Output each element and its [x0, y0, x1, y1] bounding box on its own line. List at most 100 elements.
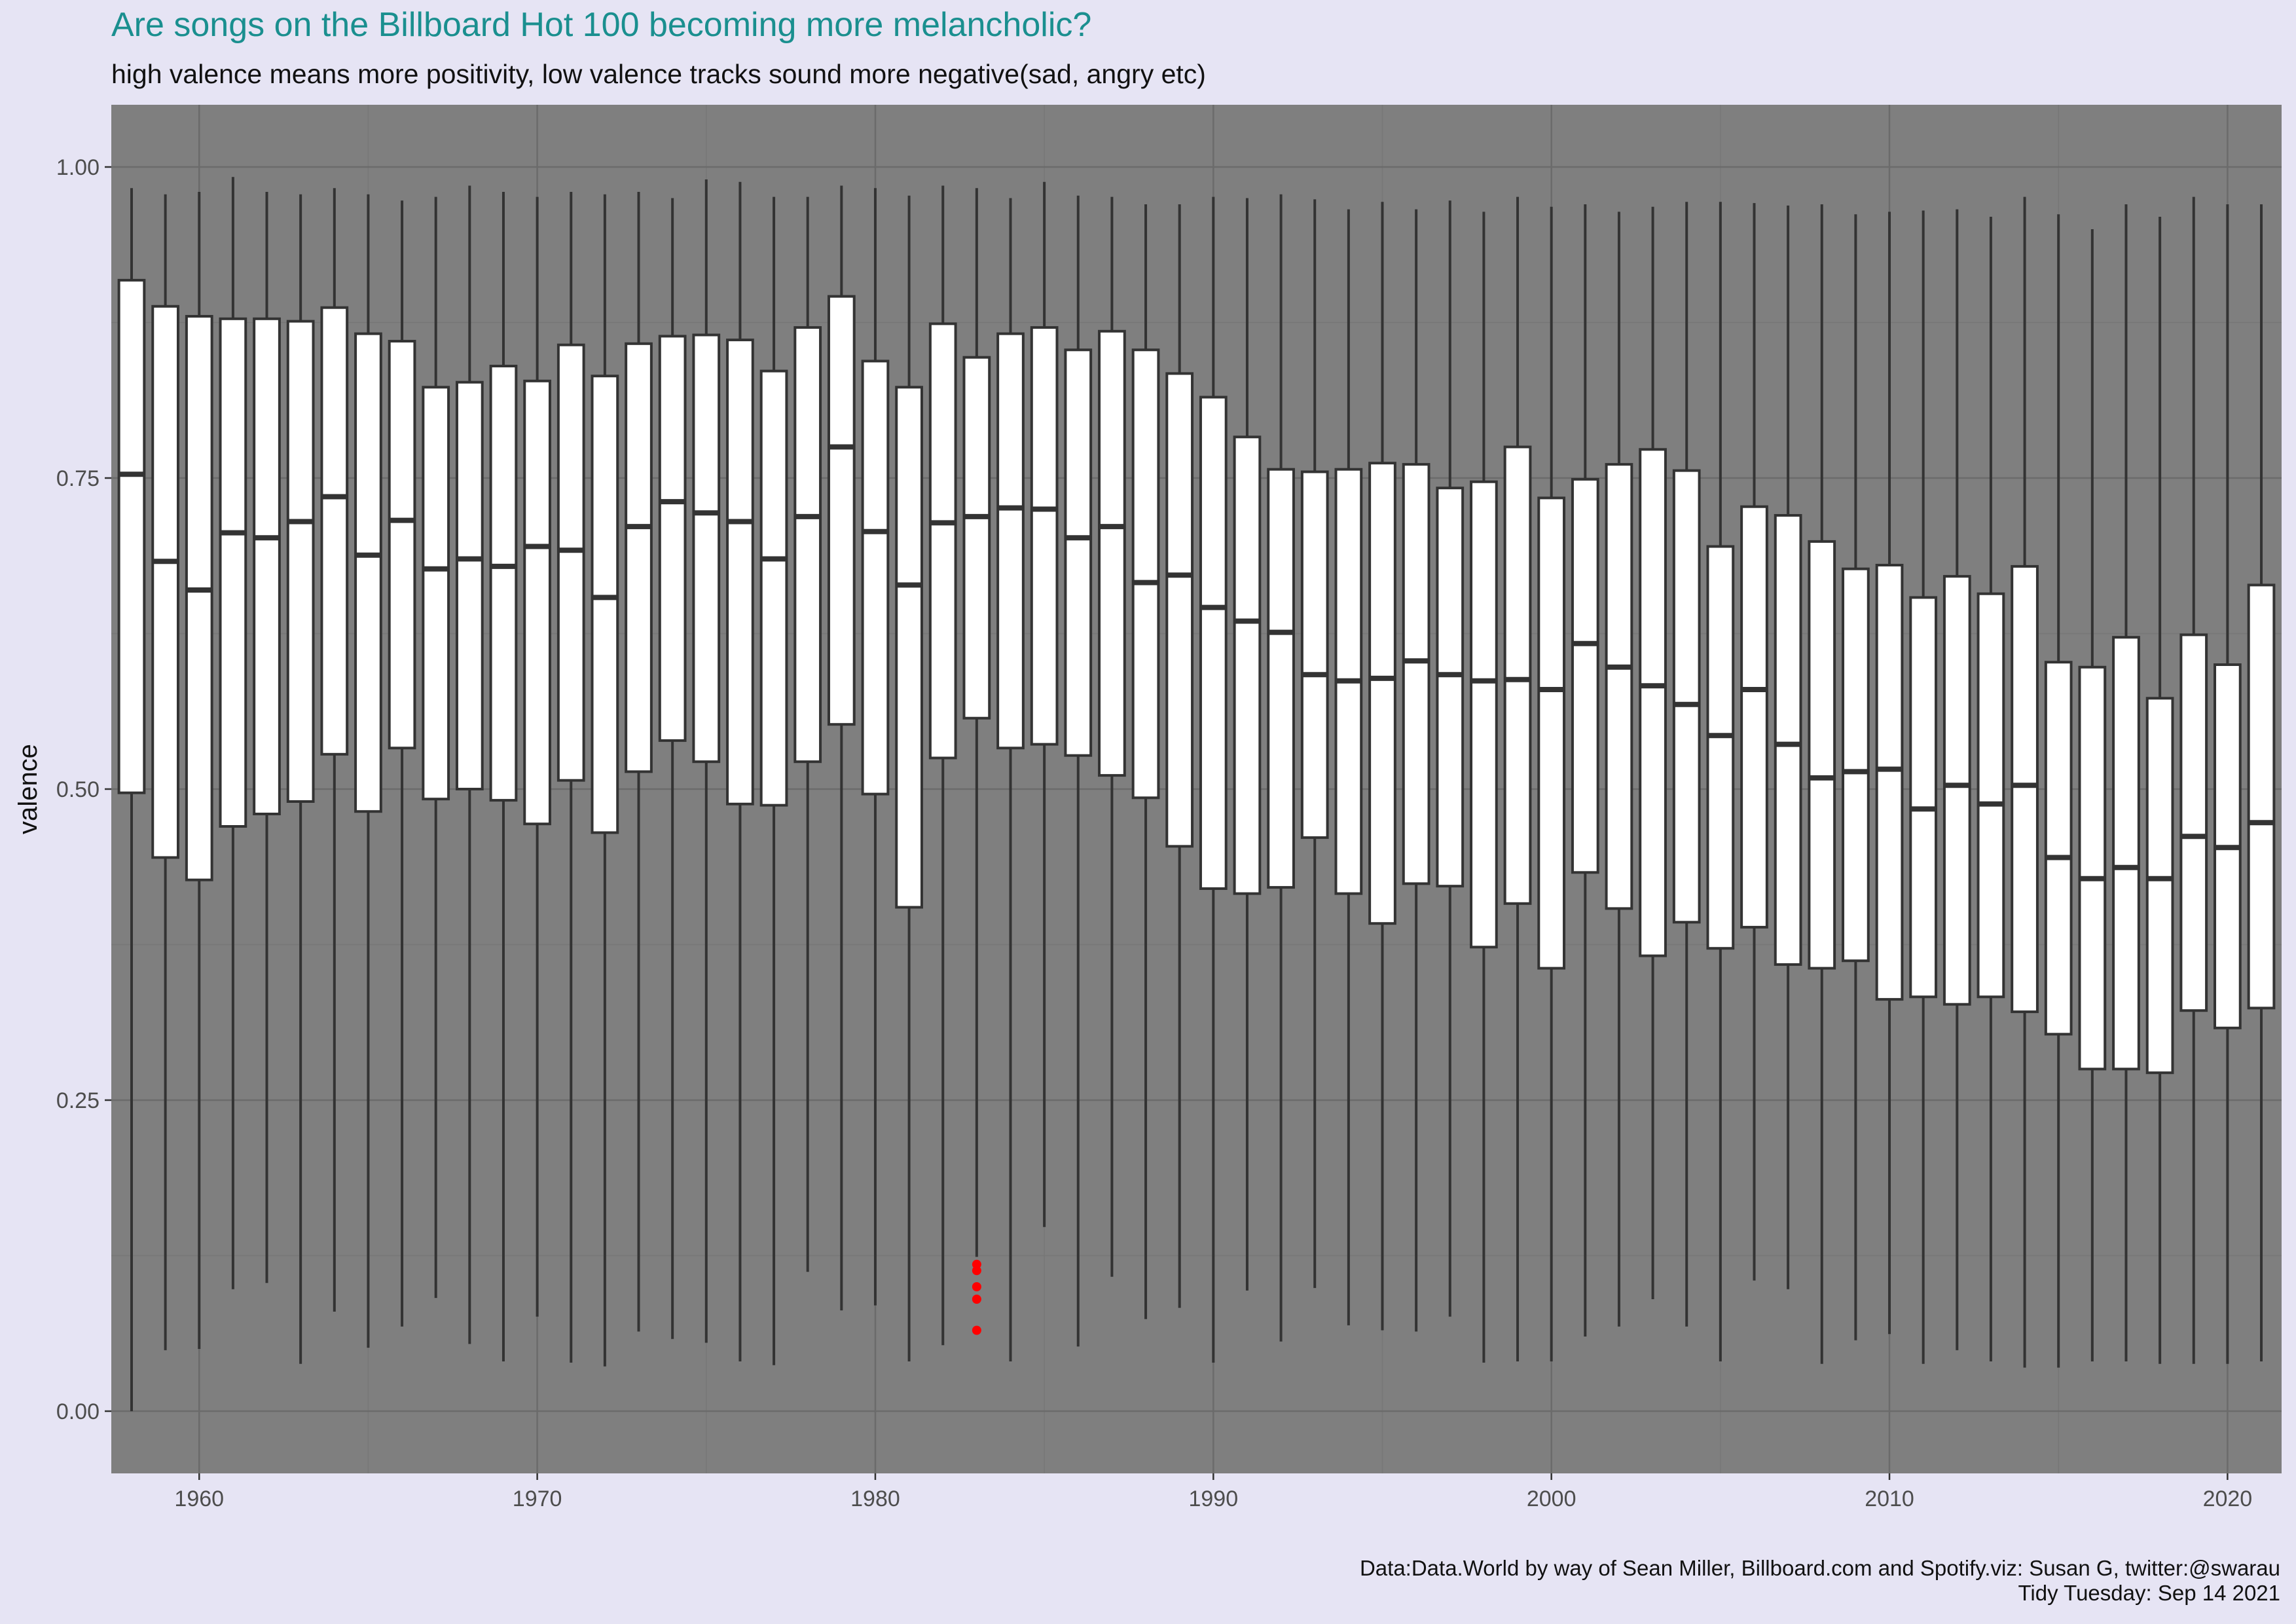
- boxes-layer: [117, 177, 2276, 1411]
- box-iqr: [151, 304, 179, 859]
- box-1978: [793, 196, 822, 1272]
- box-iqr: [253, 317, 281, 815]
- box-1999: [1503, 196, 1532, 1361]
- y-tick-label: 0.00: [56, 1399, 100, 1424]
- box-1988: [1131, 204, 1160, 1320]
- box-1981: [895, 195, 923, 1361]
- box-iqr: [928, 322, 957, 760]
- box-2006: [1740, 203, 1768, 1281]
- box-iqr: [1909, 596, 1938, 999]
- box-iqr: [1706, 545, 1735, 950]
- box-2005: [1706, 202, 1735, 1361]
- box-2012: [1942, 209, 1971, 1350]
- box-iqr: [591, 375, 619, 834]
- box-iqr: [996, 332, 1025, 750]
- box-2021: [2247, 204, 2276, 1361]
- box-iqr: [1131, 348, 1160, 800]
- x-tick-label: 1970: [513, 1486, 562, 1511]
- box-1970: [523, 196, 551, 1317]
- box-2015: [2044, 214, 2073, 1368]
- box-iqr: [827, 295, 856, 726]
- x-tick-label: 2010: [1865, 1486, 1914, 1511]
- box-1979: [827, 185, 856, 1311]
- box-1992: [1267, 194, 1295, 1342]
- outlier-point: [972, 1282, 981, 1291]
- box-2000: [1537, 206, 1566, 1361]
- box-iqr: [1774, 514, 1802, 966]
- box-1968: [455, 185, 484, 1344]
- box-iqr: [1436, 487, 1465, 888]
- y-tick-label: 0.75: [56, 466, 100, 491]
- y-tick-label: 0.25: [56, 1088, 100, 1113]
- x-tick-label: 1960: [174, 1486, 224, 1511]
- box-iqr: [2078, 665, 2107, 1071]
- box-iqr: [489, 365, 518, 802]
- box-2016: [2078, 229, 2107, 1361]
- y-axis: 0.00 0.25 0.50 0.75 1.00: [56, 155, 111, 1424]
- box-iqr: [962, 356, 991, 720]
- box-iqr: [556, 343, 585, 782]
- box-iqr: [861, 360, 890, 796]
- box-iqr: [2044, 661, 2073, 1036]
- x-tick-label: 1980: [850, 1486, 900, 1511]
- box-1961: [219, 177, 247, 1289]
- box-iqr: [523, 379, 551, 826]
- y-tick-label: 0.50: [56, 777, 100, 802]
- box-2004: [1672, 202, 1701, 1327]
- box-iqr: [625, 342, 653, 773]
- box-iqr: [1233, 435, 1262, 895]
- box-1958: [117, 188, 146, 1411]
- box-1964: [320, 188, 349, 1312]
- box-2001: [1571, 204, 1599, 1337]
- box-1977: [759, 196, 788, 1365]
- box-iqr: [895, 386, 923, 909]
- caption-line-source: Data:Data.World by way of Sean Miller, B…: [1359, 1556, 2280, 1580]
- box-1971: [556, 192, 585, 1363]
- box-iqr: [793, 326, 822, 764]
- box-iqr: [388, 340, 416, 750]
- outlier-point: [972, 1295, 981, 1304]
- box-iqr: [1875, 564, 1904, 1001]
- box-1984: [996, 198, 1025, 1361]
- box-iqr: [1942, 575, 1971, 1006]
- box-2013: [1977, 217, 2005, 1361]
- box-iqr: [2179, 633, 2208, 1012]
- box-1997: [1436, 200, 1465, 1317]
- box-iqr: [692, 333, 721, 764]
- caption-line-date: Tidy Tuesday: Sep 14 2021: [2018, 1581, 2280, 1605]
- box-2019: [2179, 196, 2208, 1364]
- y-tick-label: 1.00: [56, 155, 100, 180]
- box-1967: [422, 196, 450, 1299]
- box-1980: [861, 188, 890, 1306]
- chart-title: Are songs on the Billboard Hot 100 becom…: [111, 6, 1092, 44]
- box-iqr: [1977, 592, 2005, 999]
- box-iqr: [185, 315, 213, 881]
- box-2003: [1639, 206, 1667, 1299]
- box-iqr: [1199, 396, 1228, 890]
- box-1974: [658, 198, 687, 1339]
- box-iqr: [2112, 636, 2140, 1071]
- box-iqr: [1470, 480, 1498, 949]
- box-iqr: [286, 320, 315, 803]
- box-1962: [253, 192, 281, 1283]
- box-iqr: [1605, 463, 1633, 910]
- x-axis: 1960 1970 1980 1990 2000 2010 2020: [174, 1473, 2252, 1511]
- box-1959: [151, 194, 179, 1350]
- box-iqr: [320, 306, 349, 756]
- box-1990: [1199, 196, 1228, 1363]
- box-iqr: [455, 380, 484, 790]
- box-iqr: [1368, 462, 1396, 925]
- box-iqr: [1672, 469, 1701, 924]
- box-iqr: [219, 317, 247, 828]
- x-tick-label: 1990: [1188, 1486, 1238, 1511]
- y-axis-label: valence: [14, 744, 43, 834]
- box-2020: [2214, 204, 2242, 1364]
- box-2017: [2112, 204, 2140, 1361]
- box-iqr: [1030, 326, 1059, 746]
- box-iqr: [1639, 448, 1667, 957]
- outlier-point: [972, 1259, 981, 1269]
- box-2014: [2011, 196, 2039, 1368]
- box-2002: [1605, 212, 1633, 1327]
- box-1994: [1334, 209, 1363, 1325]
- box-iqr: [658, 335, 687, 742]
